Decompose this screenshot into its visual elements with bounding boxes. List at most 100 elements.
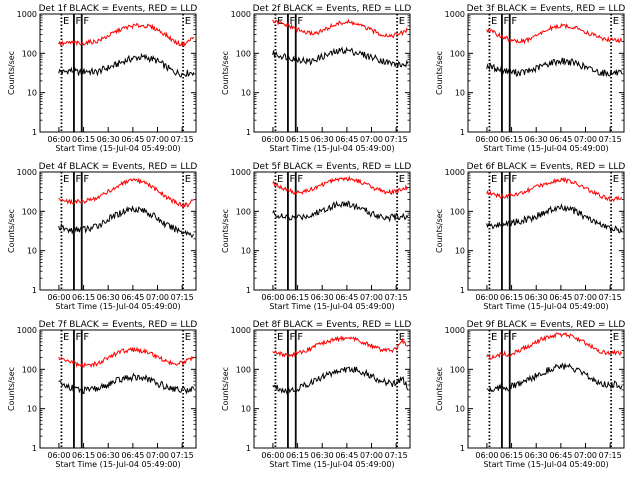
plot-frame bbox=[253, 13, 411, 133]
events-series-line bbox=[58, 372, 195, 395]
y-tick-label: 1 bbox=[460, 286, 465, 295]
x-tick-label: 06:00 bbox=[261, 135, 284, 144]
x-tick-label: 06:15 bbox=[286, 293, 309, 302]
lld-series-line bbox=[58, 177, 194, 209]
x-tick-label: 06:30 bbox=[97, 451, 120, 460]
x-tick-label: 06:15 bbox=[500, 293, 523, 302]
marker-label: F bbox=[76, 16, 82, 27]
x-axis-label: Start Time (15-Jul-04 05:49:00) bbox=[269, 460, 394, 469]
marker-label: F bbox=[504, 174, 510, 185]
plot-frame bbox=[39, 329, 197, 449]
y-axis-label: Counts/sec bbox=[7, 209, 16, 253]
marker-label: E bbox=[613, 16, 619, 27]
marker-label: E bbox=[613, 332, 619, 343]
y-tick-label: 10 bbox=[455, 89, 465, 98]
y-tick-label: 1000 bbox=[231, 168, 251, 177]
y-tick-label: 1000 bbox=[17, 168, 37, 177]
x-tick-label: 06:15 bbox=[72, 135, 95, 144]
lld-series-line bbox=[58, 346, 195, 369]
marker-label: F bbox=[76, 332, 82, 343]
x-tick-label: 07:00 bbox=[574, 451, 597, 460]
x-tick-label: 06:00 bbox=[475, 135, 498, 144]
y-axis-label: Counts/sec bbox=[435, 367, 444, 411]
x-tick-label: 06:15 bbox=[500, 135, 523, 144]
x-tick-label: 07:15 bbox=[599, 135, 622, 144]
marker-label: F bbox=[83, 332, 89, 343]
events-series-line bbox=[58, 52, 195, 78]
marker-label: F bbox=[76, 174, 82, 185]
x-tick-label: 07:15 bbox=[599, 293, 622, 302]
x-axis-label: Start Time (15-Jul-04 05:49:00) bbox=[55, 144, 180, 153]
marker-label: E bbox=[613, 174, 619, 185]
x-tick-label: 06:30 bbox=[311, 451, 334, 460]
panel-title: Det 2f BLACK = Events, RED = LLD bbox=[253, 4, 412, 14]
x-tick-label: 07:15 bbox=[385, 451, 408, 460]
marker-label: F bbox=[511, 174, 517, 185]
events-series-line bbox=[58, 205, 195, 239]
y-tick-label: 10 bbox=[455, 405, 465, 414]
lld-series-line bbox=[486, 331, 623, 360]
y-tick-label: 1 bbox=[32, 286, 37, 295]
panel-title: Det 6f BLACK = Events, RED = LLD bbox=[467, 162, 626, 172]
x-tick-label: 06:15 bbox=[286, 135, 309, 144]
x-tick-label: 07:15 bbox=[385, 135, 408, 144]
y-tick-label: 10 bbox=[27, 89, 37, 98]
marker-label: F bbox=[511, 332, 517, 343]
marker-label: E bbox=[399, 174, 405, 185]
plot-frame bbox=[253, 329, 411, 449]
y-tick-label: 1 bbox=[32, 128, 37, 137]
marker-label: E bbox=[185, 332, 191, 343]
x-tick-label: 07:15 bbox=[171, 293, 194, 302]
x-tick-label: 06:45 bbox=[549, 135, 572, 144]
lld-series-line bbox=[272, 18, 409, 39]
x-tick-label: 06:00 bbox=[261, 451, 284, 460]
x-tick-label: 06:45 bbox=[121, 451, 144, 460]
marker-label: E bbox=[63, 332, 69, 343]
y-tick-label: 1000 bbox=[445, 168, 465, 177]
x-tick-label: 07:00 bbox=[146, 293, 169, 302]
events-series-line bbox=[486, 362, 623, 393]
panel-title: Det 7f BLACK = Events, RED = LLD bbox=[39, 320, 198, 330]
marker-label: E bbox=[277, 16, 283, 27]
y-tick-label: 1 bbox=[460, 128, 465, 137]
plot-frame bbox=[467, 171, 625, 291]
lld-series-line bbox=[486, 176, 623, 203]
panel-title: Det 1f BLACK = Events, RED = LLD bbox=[39, 4, 198, 14]
x-tick-label: 06:45 bbox=[335, 293, 358, 302]
y-tick-label: 1000 bbox=[231, 10, 251, 19]
x-tick-label: 07:00 bbox=[360, 135, 383, 144]
marker-label: F bbox=[297, 174, 303, 185]
y-axis-label: Counts/sec bbox=[435, 51, 444, 95]
y-axis-label: Counts/sec bbox=[221, 51, 230, 95]
panel-title: Det 5f BLACK = Events, RED = LLD bbox=[253, 162, 412, 172]
y-tick-label: 1000 bbox=[17, 10, 37, 19]
marker-label: E bbox=[277, 332, 283, 343]
x-tick-label: 06:15 bbox=[72, 293, 95, 302]
marker-label: F bbox=[290, 174, 296, 185]
x-tick-label: 06:00 bbox=[47, 451, 70, 460]
x-tick-label: 06:30 bbox=[311, 293, 334, 302]
x-tick-label: 07:00 bbox=[360, 451, 383, 460]
x-tick-label: 06:30 bbox=[97, 135, 120, 144]
y-tick-label: 1 bbox=[32, 444, 37, 453]
events-series-line bbox=[272, 366, 409, 396]
x-axis-label: Start Time (15-Jul-04 05:49:00) bbox=[483, 144, 608, 153]
x-tick-label: 07:00 bbox=[360, 293, 383, 302]
x-tick-label: 06:00 bbox=[475, 451, 498, 460]
y-tick-label: 100 bbox=[22, 49, 37, 58]
x-tick-label: 07:00 bbox=[574, 135, 597, 144]
marker-label: E bbox=[185, 174, 191, 185]
lld-series-line bbox=[58, 22, 195, 47]
events-series-line bbox=[486, 57, 623, 78]
x-tick-label: 07:15 bbox=[599, 451, 622, 460]
y-tick-label: 1 bbox=[246, 286, 251, 295]
x-tick-label: 06:45 bbox=[121, 293, 144, 302]
y-tick-label: 10 bbox=[27, 247, 37, 256]
x-tick-label: 07:15 bbox=[171, 135, 194, 144]
x-tick-label: 06:45 bbox=[549, 451, 572, 460]
plot-frame bbox=[39, 171, 197, 291]
y-tick-label: 1000 bbox=[231, 326, 251, 335]
marker-label: E bbox=[185, 16, 191, 27]
